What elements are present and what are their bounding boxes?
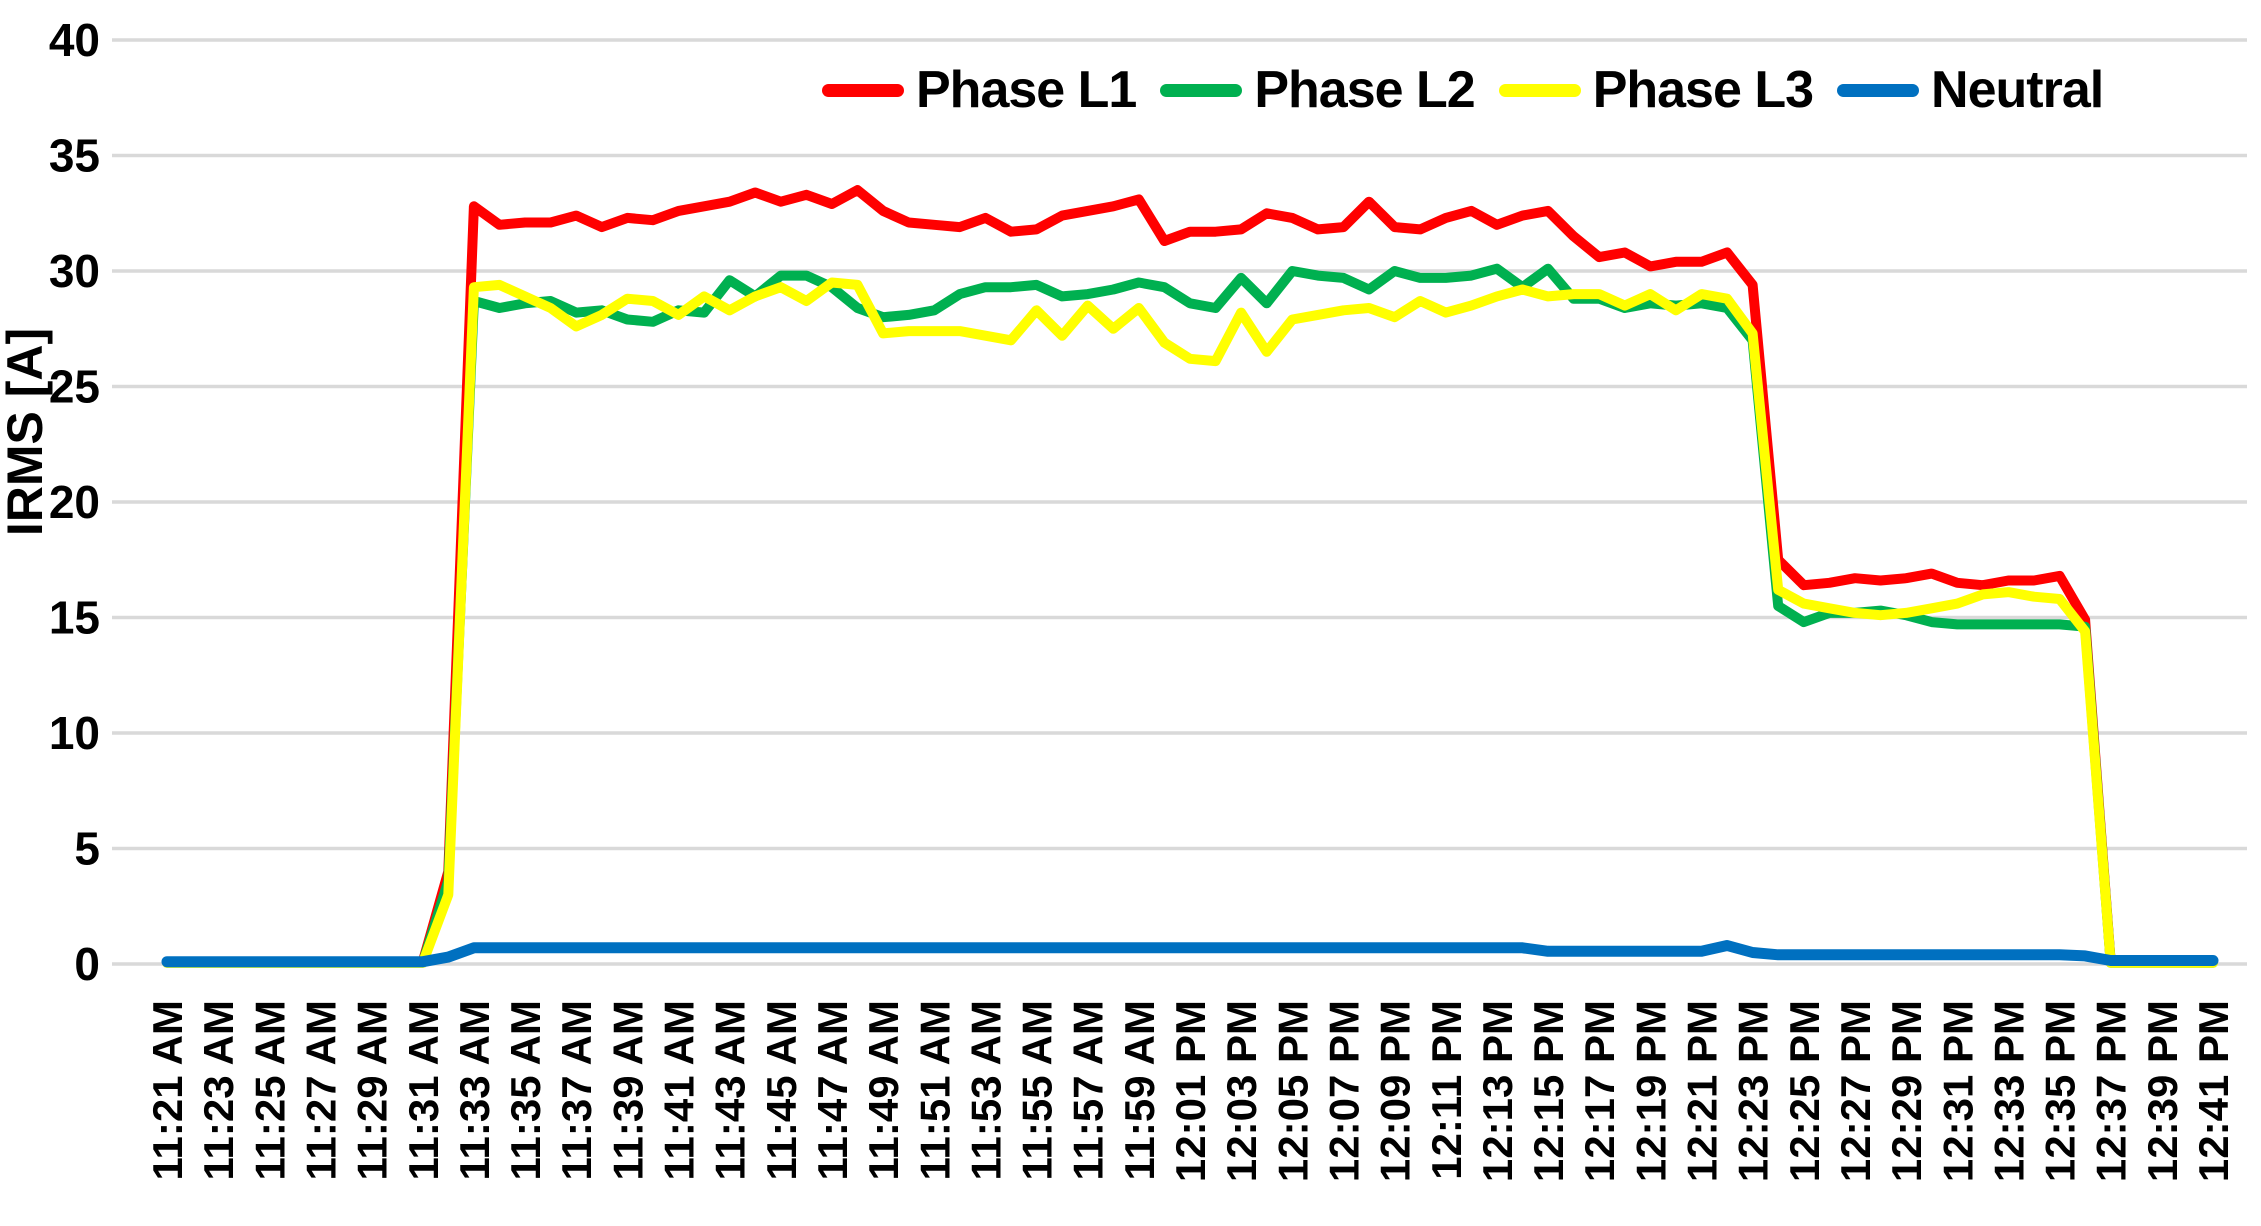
x-axis-tick-label: 12:27 PM: [1832, 1000, 1879, 1182]
legend-item-phase-l2: Phase L2: [1160, 60, 1476, 120]
y-axis-tick-label: 25: [49, 361, 100, 413]
phase-l2-line-swatch: [1160, 83, 1243, 97]
x-axis-tick-label: 12:21 PM: [1679, 1000, 1726, 1182]
x-axis-tick-label: 12:11 PM: [1423, 1000, 1470, 1180]
series-line-phase-l1: [162, 185, 2218, 967]
x-axis-tick-label: 11:49 AM: [860, 1000, 907, 1181]
x-axis-tick-label: 11:23 AM: [195, 1000, 242, 1181]
legend-item-neutral: Neutral: [1837, 60, 2104, 120]
y-axis-tick-label: 20: [49, 476, 100, 528]
x-axis-tick-label: 11:27 AM: [297, 1000, 344, 1181]
legend-label-neutral: Neutral: [1931, 61, 2104, 119]
y-axis-tick-label: 15: [49, 592, 100, 644]
series-line-phase-l3: [162, 277, 2218, 968]
y-axis-tick-label: 35: [49, 130, 100, 182]
x-axis-tick-label: 11:25 AM: [246, 1000, 293, 1181]
x-axis-tick-label: 11:21 AM: [144, 1000, 191, 1181]
x-axis-tick-label: 11:31 AM: [400, 1000, 447, 1181]
legend-label-phase-l3: Phase L3: [1592, 61, 1814, 119]
legend-item-phase-l3: Phase L3: [1498, 60, 1814, 120]
x-axis-tick-label: 12:17 PM: [1576, 1000, 1623, 1182]
x-axis-tick-label: 11:33 AM: [451, 1000, 498, 1181]
y-axis-title: IRMS [A]: [0, 328, 53, 536]
x-axis-tick-label: 12:19 PM: [1627, 1000, 1674, 1182]
x-axis-tick-label: 12:41 PM: [2190, 1000, 2237, 1182]
legend-label-phase-l1: Phase L1: [916, 61, 1137, 119]
x-axis-tick-label: 11:43 AM: [707, 1000, 754, 1181]
x-axis-tick-label: 12:05 PM: [1269, 1000, 1316, 1182]
x-axis-tick-label: 11:59 AM: [1116, 1000, 1163, 1181]
y-axis-tick-label: 5: [74, 823, 100, 875]
x-axis-tick-label: 12:25 PM: [1781, 1000, 1828, 1182]
x-axis-tick-label: 12:07 PM: [1320, 1000, 1367, 1182]
y-axis-tick-label: 30: [49, 245, 100, 297]
legend-label-phase-l2: Phase L2: [1254, 61, 1475, 119]
x-axis-tick-label: 12:03 PM: [1218, 1000, 1265, 1182]
x-axis-tick-label: 11:35 AM: [502, 1000, 549, 1181]
x-axis-tick-label: 11:55 AM: [1014, 1000, 1061, 1181]
x-axis-tick-label: 11:39 AM: [604, 1000, 651, 1181]
series-line-neutral: [161, 940, 2219, 968]
x-axis-tick-label: 12:39 PM: [2139, 1000, 2186, 1182]
y-axis-tick-label: 40: [49, 14, 100, 66]
x-axis-tick-label: 12:31 PM: [1934, 1000, 1981, 1182]
x-axis-tick-label: 12:35 PM: [2037, 1000, 2084, 1182]
phase-l3-line-swatch: [1498, 83, 1581, 97]
x-axis-tick-label: 12:13 PM: [1474, 1000, 1521, 1182]
x-axis-tick-label: 12:23 PM: [1730, 1000, 1777, 1182]
legend-item-phase-l1: Phase L1: [822, 60, 1137, 120]
x-axis-tick-label: 12:33 PM: [1985, 1000, 2032, 1182]
x-axis-tick-label: 11:37 AM: [553, 1000, 600, 1181]
phase-l1-line-swatch: [822, 83, 904, 97]
x-axis-tick-label: 11:41 AM: [656, 1000, 703, 1181]
x-axis-tick-label: 11:45 AM: [758, 1000, 805, 1181]
x-axis-tick-label: 12:29 PM: [1883, 1000, 1930, 1182]
neutral-line-swatch: [1837, 83, 1920, 97]
x-axis-tick-label: 11:51 AM: [911, 1000, 958, 1181]
x-axis-tick-label: 11:29 AM: [349, 1000, 396, 1181]
x-axis-tick-label: 11:57 AM: [1065, 1000, 1112, 1181]
x-axis-tick-label: 12:37 PM: [2088, 1000, 2135, 1182]
x-axis-tick-label: 12:09 PM: [1372, 1000, 1419, 1182]
x-axis-tick-label: 11:47 AM: [809, 1000, 856, 1181]
y-axis-tick-label: 10: [49, 707, 100, 759]
y-axis-tick-label: 0: [74, 938, 100, 990]
x-axis-tick-label: 12:15 PM: [1525, 1000, 1572, 1182]
x-axis-tick-label: 11:53 AM: [962, 1000, 1009, 1181]
x-axis-tick-label: 12:01 PM: [1167, 1000, 1214, 1182]
chart-legend: Phase L1 Phase L2 Phase L3 Neutral: [822, 60, 2104, 120]
